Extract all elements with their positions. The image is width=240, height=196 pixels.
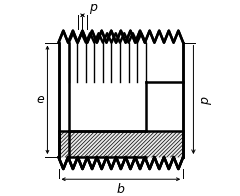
Polygon shape xyxy=(59,31,183,169)
Text: p: p xyxy=(89,1,97,14)
Polygon shape xyxy=(146,31,183,82)
Text: b: b xyxy=(117,183,125,196)
Polygon shape xyxy=(69,32,146,43)
Text: d: d xyxy=(196,96,209,104)
Polygon shape xyxy=(59,131,183,157)
Text: e: e xyxy=(36,93,44,106)
Polygon shape xyxy=(69,31,146,131)
